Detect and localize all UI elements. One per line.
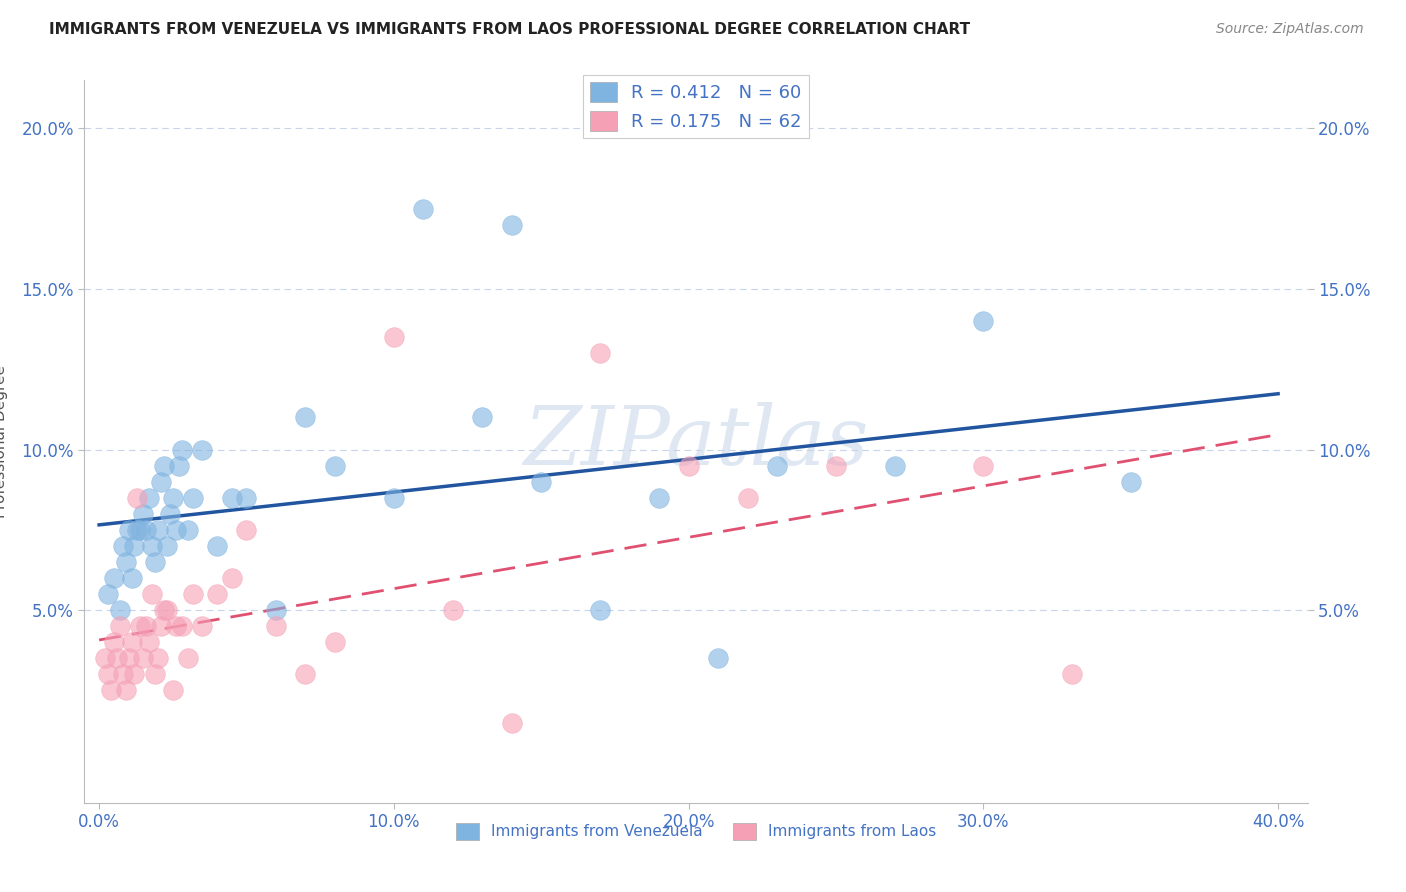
Immigrants from Laos [138, 635, 160, 649]
Immigrants from Venezuela [153, 458, 176, 473]
Immigrants from Venezuela [707, 651, 730, 665]
Y-axis label: Professional Degree: Professional Degree [0, 365, 7, 518]
Immigrants from Laos [1060, 667, 1083, 681]
Immigrants from Venezuela [972, 314, 994, 328]
Immigrants from Laos [100, 683, 122, 698]
Immigrants from Venezuela [648, 491, 671, 505]
Immigrants from Laos [162, 683, 184, 698]
Immigrants from Venezuela [530, 475, 553, 489]
Immigrants from Laos [121, 635, 143, 649]
Immigrants from Laos [183, 587, 205, 601]
Text: IMMIGRANTS FROM VENEZUELA VS IMMIGRANTS FROM LAOS PROFESSIONAL DEGREE CORRELATIO: IMMIGRANTS FROM VENEZUELA VS IMMIGRANTS … [49, 22, 970, 37]
Immigrants from Venezuela [167, 458, 190, 473]
Immigrants from Laos [972, 458, 994, 473]
Immigrants from Laos [117, 651, 139, 665]
Immigrants from Venezuela [162, 491, 184, 505]
Immigrants from Venezuela [141, 539, 163, 553]
Immigrants from Laos [678, 458, 700, 473]
Immigrants from Venezuela [159, 507, 181, 521]
Immigrants from Laos [825, 458, 848, 473]
Immigrants from Venezuela [127, 523, 149, 537]
Immigrants from Laos [114, 683, 136, 698]
Immigrants from Laos [323, 635, 346, 649]
Immigrants from Venezuela [221, 491, 243, 505]
Immigrants from Laos [737, 491, 759, 505]
Immigrants from Venezuela [108, 603, 131, 617]
Immigrants from Laos [205, 587, 228, 601]
Immigrants from Venezuela [138, 491, 160, 505]
Text: ZIPatlas: ZIPatlas [523, 401, 869, 482]
Immigrants from Venezuela [501, 218, 523, 232]
Immigrants from Laos [97, 667, 120, 681]
Immigrants from Laos [111, 667, 134, 681]
Immigrants from Venezuela [150, 475, 173, 489]
Immigrants from Venezuela [884, 458, 907, 473]
Immigrants from Venezuela [264, 603, 287, 617]
Immigrants from Venezuela [121, 571, 143, 585]
Immigrants from Laos [294, 667, 316, 681]
Immigrants from Venezuela [132, 507, 155, 521]
Immigrants from Venezuela [114, 555, 136, 569]
Immigrants from Laos [176, 651, 198, 665]
Immigrants from Laos [143, 667, 166, 681]
Immigrants from Laos [170, 619, 193, 633]
Immigrants from Laos [191, 619, 214, 633]
Immigrants from Venezuela [176, 523, 198, 537]
Immigrants from Laos [221, 571, 243, 585]
Immigrants from Laos [127, 491, 149, 505]
Immigrants from Venezuela [412, 202, 434, 216]
Immigrants from Venezuela [117, 523, 139, 537]
Immigrants from Laos [150, 619, 173, 633]
Immigrants from Venezuela [129, 523, 152, 537]
Immigrants from Venezuela [323, 458, 346, 473]
Immigrants from Venezuela [294, 410, 316, 425]
Immigrants from Venezuela [97, 587, 120, 601]
Legend: Immigrants from Venezuela, Immigrants from Laos: Immigrants from Venezuela, Immigrants fr… [450, 817, 942, 846]
Immigrants from Laos [141, 587, 163, 601]
Immigrants from Venezuela [124, 539, 146, 553]
Immigrants from Venezuela [103, 571, 125, 585]
Immigrants from Venezuela [156, 539, 179, 553]
Immigrants from Laos [165, 619, 187, 633]
Immigrants from Laos [589, 346, 612, 360]
Immigrants from Venezuela [183, 491, 205, 505]
Immigrants from Laos [132, 651, 155, 665]
Immigrants from Laos [103, 635, 125, 649]
Immigrants from Venezuela [170, 442, 193, 457]
Immigrants from Laos [382, 330, 405, 344]
Immigrants from Venezuela [205, 539, 228, 553]
Immigrants from Venezuela [766, 458, 789, 473]
Text: Source: ZipAtlas.com: Source: ZipAtlas.com [1216, 22, 1364, 37]
Immigrants from Laos [264, 619, 287, 633]
Immigrants from Venezuela [1119, 475, 1142, 489]
Immigrants from Laos [129, 619, 152, 633]
Immigrants from Venezuela [165, 523, 187, 537]
Immigrants from Laos [501, 715, 523, 730]
Immigrants from Venezuela [589, 603, 612, 617]
Immigrants from Venezuela [135, 523, 157, 537]
Immigrants from Laos [153, 603, 176, 617]
Immigrants from Venezuela [235, 491, 257, 505]
Immigrants from Laos [235, 523, 257, 537]
Immigrants from Venezuela [191, 442, 214, 457]
Immigrants from Venezuela [382, 491, 405, 505]
Immigrants from Laos [146, 651, 169, 665]
Immigrants from Laos [105, 651, 128, 665]
Immigrants from Laos [94, 651, 117, 665]
Immigrants from Laos [156, 603, 179, 617]
Immigrants from Laos [441, 603, 464, 617]
Immigrants from Laos [124, 667, 146, 681]
Immigrants from Venezuela [143, 555, 166, 569]
Immigrants from Laos [135, 619, 157, 633]
Immigrants from Venezuela [111, 539, 134, 553]
Immigrants from Venezuela [146, 523, 169, 537]
Immigrants from Laos [108, 619, 131, 633]
Immigrants from Venezuela [471, 410, 494, 425]
